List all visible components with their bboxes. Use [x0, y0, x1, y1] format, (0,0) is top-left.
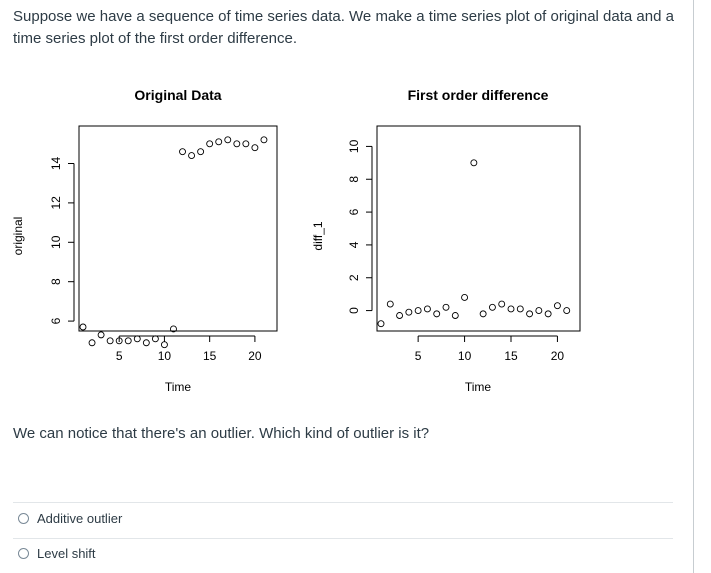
data-point: [498, 300, 506, 308]
data-point: [442, 303, 450, 311]
y-tick-label: 0: [347, 307, 361, 314]
data-point: [124, 337, 132, 345]
question-text: Suppose we have a sequence of time serie…: [13, 8, 674, 47]
data-point: [535, 307, 543, 315]
data-point: [507, 305, 515, 313]
y-tick-label: 10: [49, 235, 63, 249]
y-tick-label: 6: [49, 317, 63, 324]
data-point: [251, 144, 259, 152]
y-tick-label: 12: [49, 196, 63, 210]
data-point: [88, 339, 96, 347]
data-point: [170, 325, 177, 333]
answer-separator: [13, 538, 673, 539]
answer-label: Additive outlier: [37, 511, 123, 526]
data-point: [488, 303, 496, 311]
data-point: [215, 138, 223, 146]
y-tick-label: 4: [347, 241, 361, 248]
y-tick-label: 14: [49, 156, 63, 170]
chart-diff-frame: [376, 125, 581, 332]
chart-diff: First order difference 5 10 15 20 0 2 4 6 8 10 T…: [311, 87, 581, 394]
y-tick-label: 6: [347, 208, 361, 215]
data-point: [563, 307, 571, 315]
data-point: [479, 310, 487, 318]
chart-original-frame: [78, 125, 278, 332]
data-point: [188, 152, 196, 160]
data-point: [423, 305, 431, 313]
data-point: [133, 335, 141, 343]
x-tick-label: 15: [203, 349, 217, 363]
data-point: [414, 307, 422, 315]
x-tick-label: 20: [248, 349, 262, 363]
data-point: [233, 140, 241, 148]
x-tick-label: 15: [504, 349, 518, 363]
data-point: [242, 140, 250, 148]
x-tick-label: 10: [158, 349, 172, 363]
data-point: [97, 331, 105, 339]
answer-label: Level shift: [37, 546, 96, 561]
data-point: [260, 136, 268, 144]
chart-original-ylabel: original: [11, 217, 25, 256]
chart-original-title: Original Data: [134, 87, 221, 103]
data-point: [197, 148, 205, 156]
x-tick-label: 10: [458, 349, 472, 363]
data-point: [433, 310, 441, 318]
data-point: [142, 339, 150, 347]
data-point: [526, 310, 534, 318]
answer-option-additive[interactable]: Additive outlier: [18, 511, 122, 526]
y-tick-label: 2: [347, 274, 361, 281]
chart-diff-xlabel: Time: [465, 380, 492, 394]
data-point: [115, 337, 123, 345]
data-point: [451, 312, 459, 319]
answer-option-level-shift[interactable]: Level shift: [18, 546, 96, 561]
chart-diff-ylabel: diff_1: [311, 221, 325, 250]
data-point: [224, 136, 232, 144]
data-point: [553, 302, 561, 310]
data-point: [79, 323, 87, 331]
page-right-border: [693, 0, 694, 573]
data-point: [470, 159, 478, 167]
followup-question: We can notice that there's an outlier. W…: [13, 425, 430, 442]
data-point: [160, 341, 168, 349]
data-point: [179, 148, 186, 156]
data-point: [206, 140, 214, 148]
data-point: [151, 335, 159, 343]
radio-button[interactable]: [18, 513, 29, 524]
data-point: [516, 305, 524, 313]
data-point: [396, 312, 404, 319]
y-tick-label: 8: [49, 278, 63, 285]
x-tick-label: 5: [415, 349, 422, 363]
chart-original-xlabel: Time: [165, 380, 192, 394]
chart-diff-title: First order difference: [408, 87, 549, 103]
data-point: [377, 320, 385, 328]
y-tick-label: 10: [347, 139, 361, 153]
plot-image: Original Data 5 10 15 20 6 8 10 12 14 Time orig…: [0, 78, 700, 413]
data-point: [461, 293, 469, 301]
data-point: [405, 308, 413, 316]
chart-original: Original Data 5 10 15 20 6 8 10 12 14 Time orig…: [11, 87, 278, 394]
answer-separator: [13, 502, 673, 503]
y-tick-label: 8: [347, 176, 361, 183]
data-point: [106, 337, 114, 345]
x-tick-label: 5: [116, 349, 123, 363]
data-point: [386, 300, 394, 308]
data-point: [544, 310, 552, 318]
x-tick-label: 20: [551, 349, 565, 363]
radio-button[interactable]: [18, 548, 29, 559]
